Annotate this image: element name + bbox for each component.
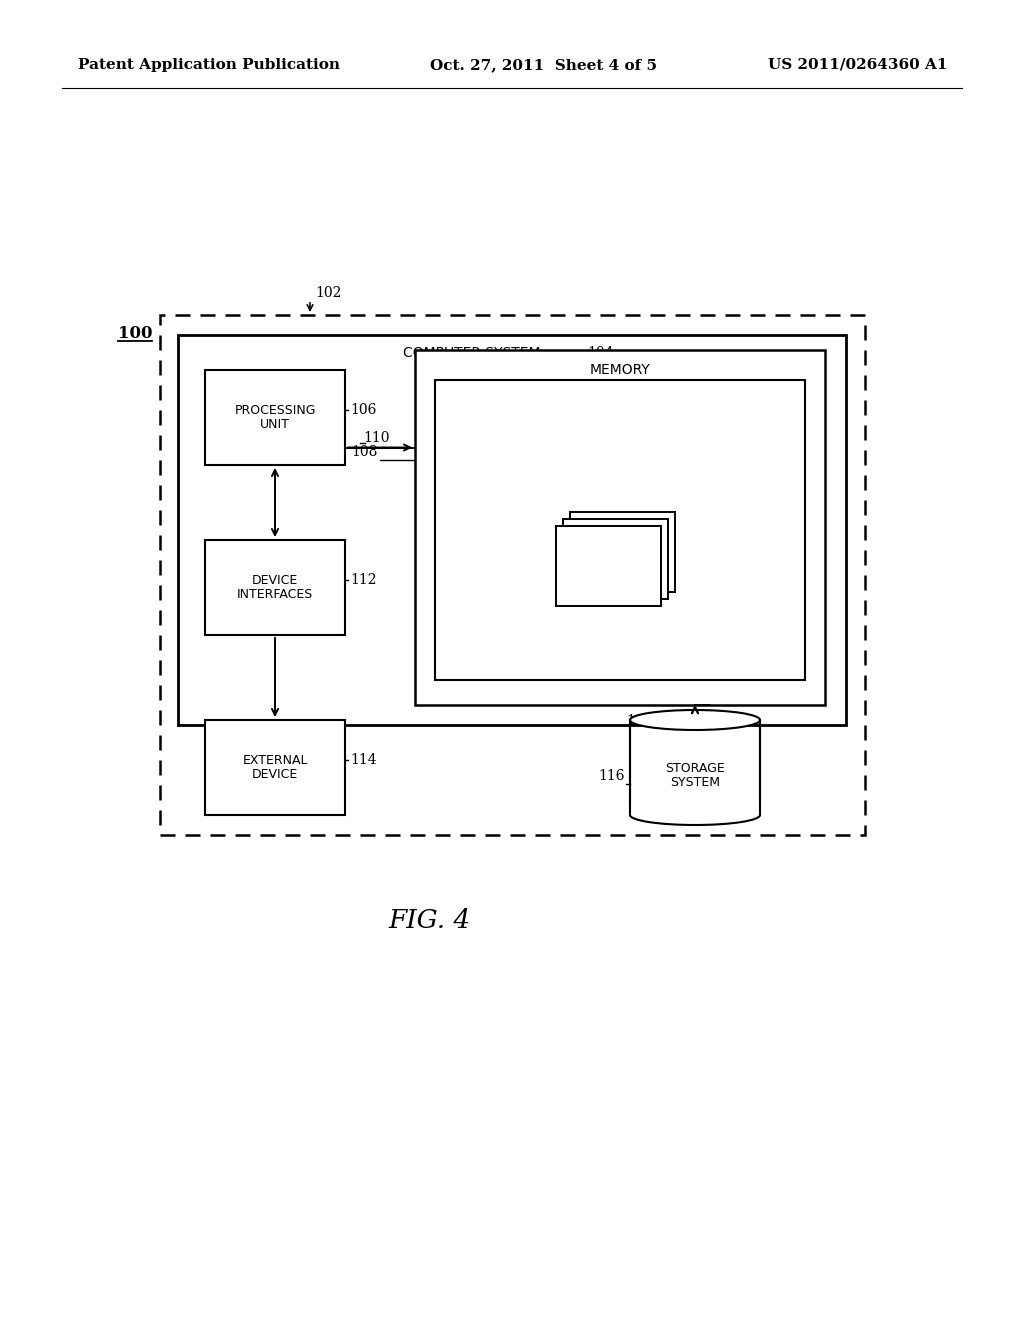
- Text: EMERGENCY ROUTING: EMERGENCY ROUTING: [543, 395, 697, 409]
- Text: DEVICE
INTERFACES: DEVICE INTERFACES: [237, 573, 313, 602]
- Bar: [556, 525, 662, 606]
- Text: 118: 118: [627, 714, 653, 729]
- Bar: [160, 315, 865, 836]
- Bar: [435, 380, 805, 680]
- Text: MEMORY: MEMORY: [590, 363, 650, 378]
- Text: 100: 100: [118, 325, 153, 342]
- Text: COMPUTER SYSTEM: COMPUTER SYSTEM: [403, 346, 541, 360]
- Bar: [563, 519, 669, 599]
- Text: US 2011/0264360 A1: US 2011/0264360 A1: [768, 58, 948, 73]
- Text: 112: 112: [350, 573, 377, 586]
- Text: STORAGE
SYSTEM: STORAGE SYSTEM: [666, 762, 725, 789]
- Ellipse shape: [630, 805, 760, 825]
- Text: 108: 108: [351, 445, 378, 459]
- Text: Oct. 27, 2011  Sheet 4 of 5: Oct. 27, 2011 Sheet 4 of 5: [430, 58, 657, 73]
- Text: PROCESSING
UNIT: PROCESSING UNIT: [234, 404, 315, 432]
- Bar: [205, 540, 345, 635]
- Bar: [205, 719, 345, 814]
- Text: FIG. 4: FIG. 4: [389, 908, 471, 932]
- Text: 106: 106: [350, 403, 377, 417]
- Text: 114: 114: [350, 752, 377, 767]
- Bar: [178, 335, 846, 725]
- Text: EXTERNAL
DEVICE: EXTERNAL DEVICE: [243, 754, 308, 781]
- Text: 116: 116: [598, 768, 625, 783]
- Text: 104: 104: [587, 346, 613, 360]
- Bar: [205, 370, 345, 465]
- Text: Patent Application Publication: Patent Application Publication: [78, 58, 340, 73]
- Ellipse shape: [630, 710, 760, 730]
- Bar: [570, 512, 676, 591]
- Text: 102: 102: [315, 286, 341, 300]
- Bar: [415, 350, 825, 705]
- Text: 120: 120: [682, 564, 709, 578]
- Bar: [628, 803, 762, 814]
- Text: 110: 110: [362, 430, 389, 445]
